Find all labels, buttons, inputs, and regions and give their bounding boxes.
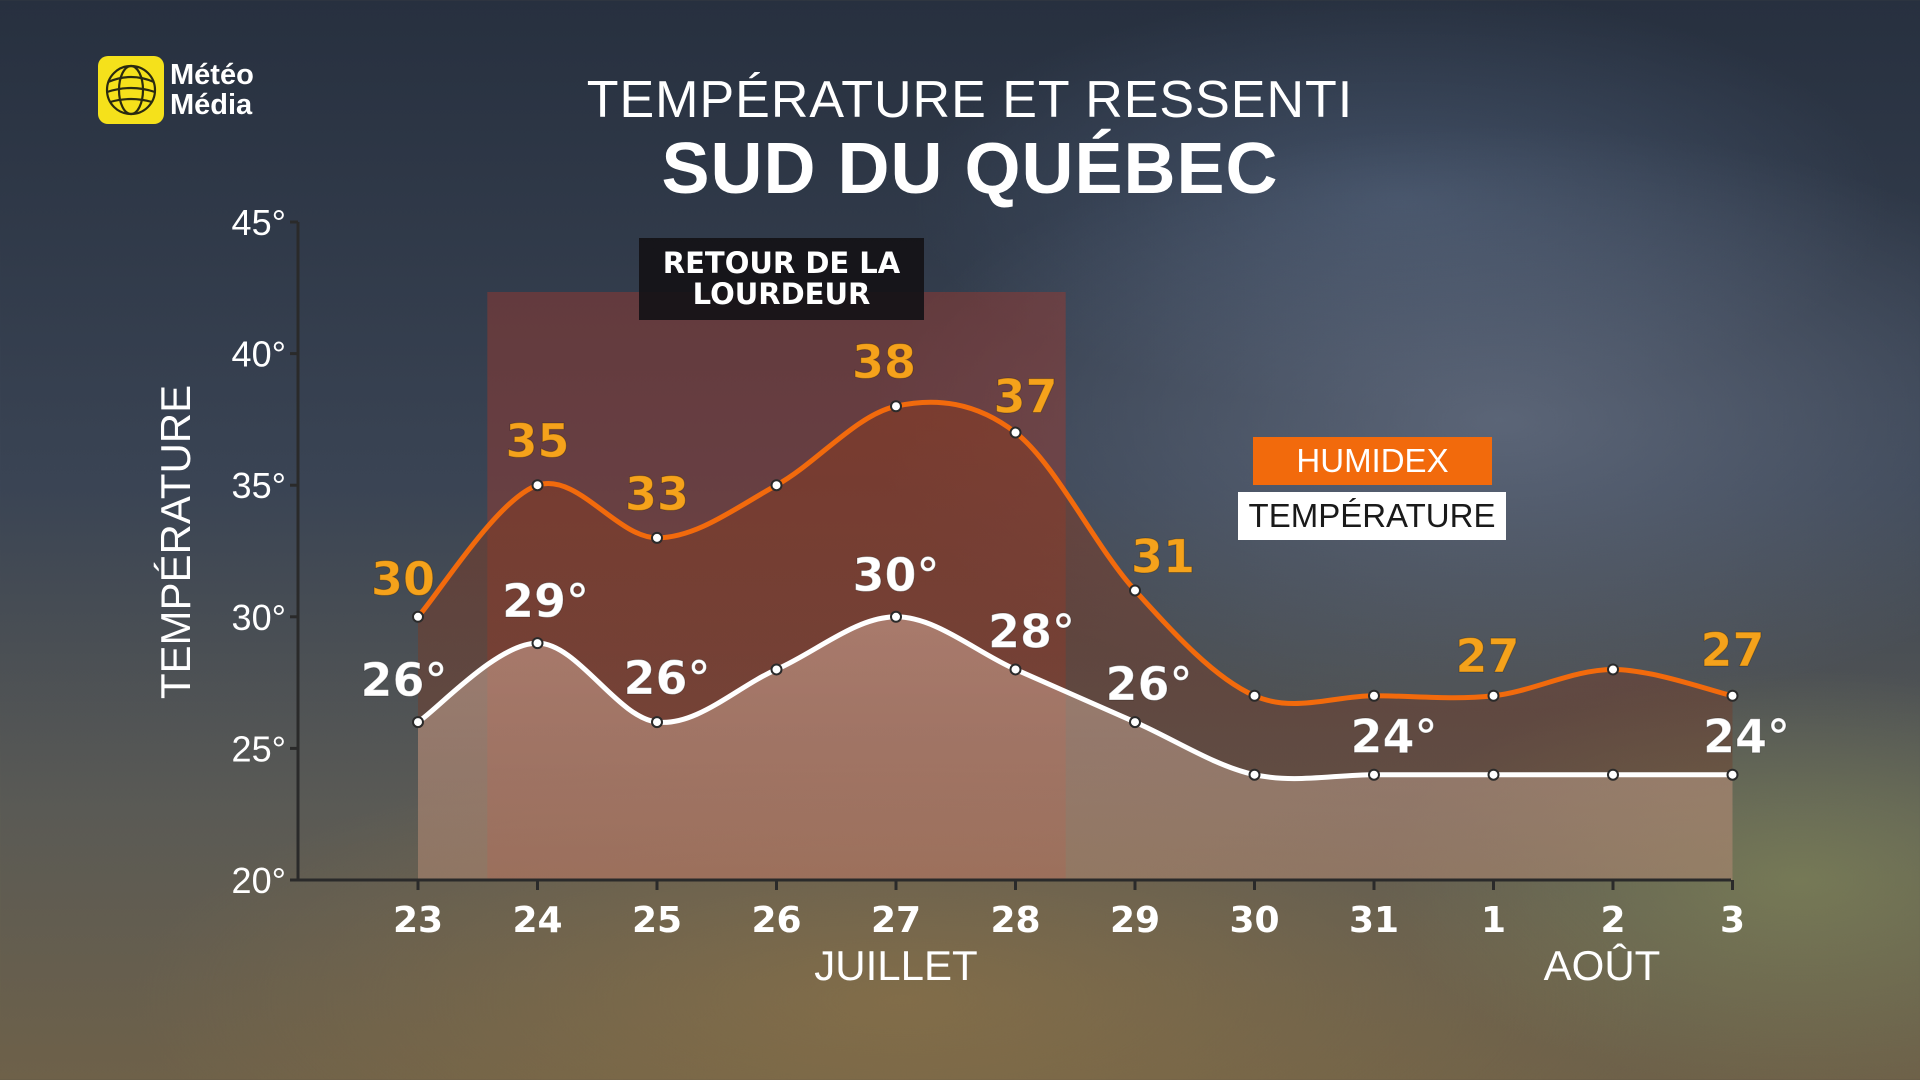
humidex-point bbox=[1368, 689, 1380, 702]
x-tick-label: 25 bbox=[632, 900, 682, 941]
temperature-point bbox=[890, 610, 902, 623]
temperature-data-label: 26° bbox=[623, 651, 710, 705]
temperature-point bbox=[531, 637, 544, 650]
temperature-point bbox=[1248, 768, 1261, 781]
temperature-point bbox=[1726, 768, 1739, 781]
logo-line2: Média bbox=[170, 89, 253, 121]
x-tick-label: 30 bbox=[1229, 900, 1279, 941]
humidex-point bbox=[1726, 689, 1739, 702]
temperature-data-label: 24° bbox=[1350, 710, 1437, 764]
chart-subtitle: SUD DU QUÉBEC bbox=[661, 129, 1279, 209]
x-tick-label: 29 bbox=[1110, 900, 1160, 941]
annotation-line1: RETOUR DE LA bbox=[662, 246, 901, 280]
x-tick-label: 31 bbox=[1349, 900, 1399, 941]
x-tick-label: 1 bbox=[1481, 900, 1506, 941]
temperature-point bbox=[1009, 663, 1022, 676]
x-tick-label: 28 bbox=[990, 900, 1040, 941]
annotation-box: RETOUR DE LA LOURDEUR bbox=[639, 238, 924, 320]
y-tick-label: 30° bbox=[232, 597, 286, 638]
humidex-point bbox=[531, 479, 544, 492]
humidex-point bbox=[1009, 426, 1022, 439]
annotation-line2: LOURDEUR bbox=[692, 277, 871, 311]
y-tick-label: 45° bbox=[232, 202, 286, 243]
legend-temperature: TEMPÉRATURE bbox=[1238, 492, 1506, 540]
x-tick-label: 26 bbox=[751, 900, 801, 941]
humidex-data-label: 30 bbox=[371, 552, 435, 606]
y-tick-label: 25° bbox=[232, 728, 286, 769]
temperature-point bbox=[770, 663, 783, 676]
logo-line1: Météo bbox=[170, 59, 254, 91]
temperature-area bbox=[418, 616, 1733, 880]
temperature-data-label: 29° bbox=[502, 574, 589, 628]
y-tick-label: 35° bbox=[232, 465, 286, 506]
humidex-point bbox=[1607, 663, 1619, 676]
humidex-point bbox=[651, 531, 663, 544]
humidex-data-label: 33 bbox=[625, 467, 689, 521]
x-tick-label: 24 bbox=[512, 900, 562, 941]
humidex-data-label: 35 bbox=[505, 414, 569, 468]
humidex-data-label: 37 bbox=[993, 370, 1057, 424]
temperature-point bbox=[651, 716, 663, 729]
humidex-data-label: 31 bbox=[1131, 529, 1195, 583]
temperature-point bbox=[1368, 768, 1380, 781]
y-tick-label: 40° bbox=[232, 334, 286, 375]
temperature-point bbox=[412, 716, 424, 729]
month-label-july: JUILLET bbox=[814, 942, 978, 989]
humidex-point bbox=[770, 479, 783, 492]
temperature-data-label: 30° bbox=[852, 548, 939, 602]
humidex-point bbox=[890, 400, 902, 413]
temperature-data-label: 24° bbox=[1703, 710, 1790, 764]
humidex-point bbox=[1487, 689, 1500, 702]
x-tick-label: 23 bbox=[393, 900, 443, 941]
temperature-data-label: 28° bbox=[988, 604, 1075, 658]
humidex-data-label: 38 bbox=[852, 335, 916, 389]
temperature-data-label: 26° bbox=[1105, 657, 1192, 711]
humidex-data-label: 27 bbox=[1455, 629, 1519, 683]
temperature-point bbox=[1487, 768, 1500, 781]
humidex-point bbox=[1248, 689, 1261, 702]
meteomedia-logo: Météo Média bbox=[98, 56, 254, 124]
x-tick-label: 3 bbox=[1720, 900, 1745, 941]
chart-title: TEMPÉRATURE ET RESSENTI bbox=[586, 71, 1354, 129]
temperature-point bbox=[1129, 716, 1141, 729]
humidex-point bbox=[1129, 584, 1141, 597]
humidex-data-label: 27 bbox=[1700, 623, 1764, 677]
y-tick-label: 20° bbox=[232, 860, 286, 901]
y-axis-label: TEMPÉRATURE bbox=[152, 384, 199, 700]
globe-icon bbox=[98, 56, 164, 124]
humidex-point bbox=[412, 610, 424, 623]
x-tick-label: 27 bbox=[871, 900, 921, 941]
temperature-data-label: 26° bbox=[360, 653, 447, 707]
month-label-august: AOÛT bbox=[1543, 942, 1661, 989]
x-tick-label: 2 bbox=[1600, 900, 1625, 941]
legend-humidex: HUMIDEX bbox=[1253, 437, 1492, 485]
temperature-point bbox=[1607, 768, 1619, 781]
